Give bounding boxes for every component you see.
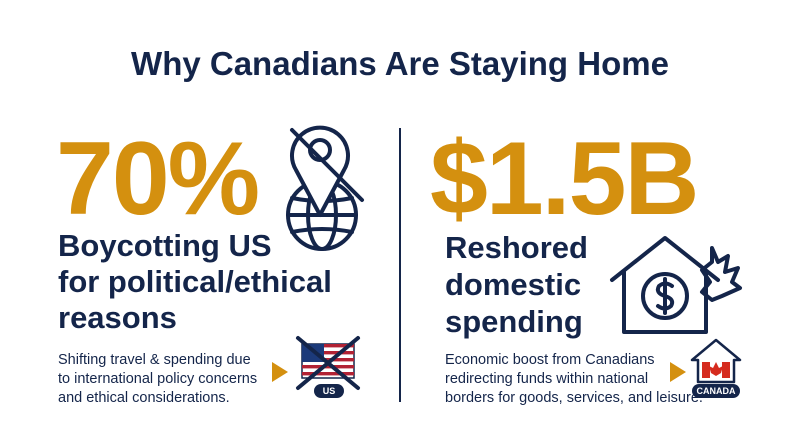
arrow — [272, 362, 288, 382]
description-line: to international policy concerns — [58, 371, 257, 387]
description-line: Shifting travel & spending due — [58, 352, 251, 368]
canada-icon — [690, 338, 742, 398]
description-line: and ethical considerations. — [58, 390, 230, 406]
label-line: Boycotting US — [58, 228, 272, 263]
title: Why Canadians Are Staying Home — [131, 45, 669, 82]
house-dollar-icon — [610, 236, 742, 334]
label-line: spending — [445, 304, 583, 339]
label-line: reasons — [58, 300, 177, 335]
label-line: Reshored — [445, 230, 588, 265]
stat: 70% — [56, 121, 258, 237]
badge: CANADA — [697, 386, 736, 396]
description-line: Economic boost from Canadians — [445, 352, 655, 368]
badge: US — [323, 386, 336, 396]
stat: $1.5B — [430, 121, 698, 237]
label-line: domestic — [445, 267, 581, 302]
us-flag-icon — [296, 336, 360, 398]
pin-globe-icon — [286, 125, 364, 251]
description-line: redirecting funds within national — [445, 371, 648, 387]
description-line: borders for goods, services, and leisure… — [445, 390, 703, 406]
arrow — [670, 362, 686, 382]
label-line: for political/ethical — [58, 264, 332, 299]
